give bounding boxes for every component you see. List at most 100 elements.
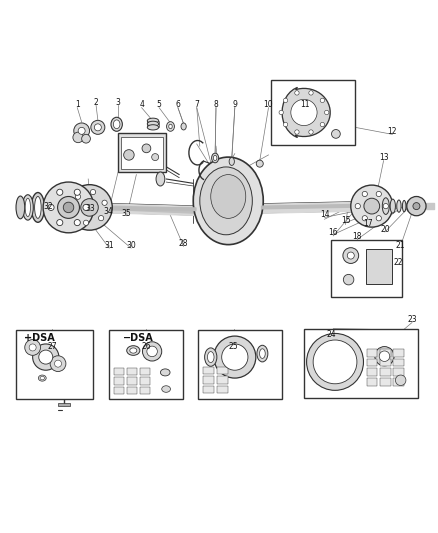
Text: 23: 23 <box>406 316 416 325</box>
Text: 27: 27 <box>47 342 57 351</box>
Ellipse shape <box>207 352 214 362</box>
Circle shape <box>279 110 283 115</box>
Bar <box>392 368 403 376</box>
Ellipse shape <box>111 117 122 131</box>
Circle shape <box>378 351 389 361</box>
Ellipse shape <box>155 172 164 186</box>
Text: 9: 9 <box>232 100 237 109</box>
Circle shape <box>32 344 59 370</box>
Circle shape <box>67 184 112 230</box>
Circle shape <box>331 130 339 138</box>
Text: 16: 16 <box>328 228 337 237</box>
Text: 28: 28 <box>178 239 188 248</box>
Text: 26: 26 <box>141 342 150 351</box>
Text: 21: 21 <box>394 241 404 250</box>
Circle shape <box>124 150 134 160</box>
Text: 8: 8 <box>213 100 218 109</box>
Bar <box>330 240 401 297</box>
Circle shape <box>283 98 287 102</box>
Circle shape <box>350 185 392 227</box>
Text: 7: 7 <box>194 100 199 109</box>
Circle shape <box>294 130 298 134</box>
Bar <box>118 133 166 172</box>
Bar <box>271 80 354 145</box>
Ellipse shape <box>160 369 170 376</box>
Bar <box>366 368 377 376</box>
Circle shape <box>94 124 101 131</box>
Circle shape <box>78 127 85 134</box>
Ellipse shape <box>147 121 158 126</box>
Ellipse shape <box>396 200 400 212</box>
Circle shape <box>25 340 40 356</box>
Text: 6: 6 <box>175 100 180 109</box>
Text: 13: 13 <box>378 154 388 163</box>
Circle shape <box>412 203 419 209</box>
Circle shape <box>319 98 324 102</box>
Bar <box>392 359 403 366</box>
Ellipse shape <box>127 346 140 356</box>
Circle shape <box>363 198 379 214</box>
Bar <box>121 136 162 169</box>
Text: 11: 11 <box>300 100 309 109</box>
Text: 1: 1 <box>75 100 79 109</box>
Bar <box>113 377 124 385</box>
Bar <box>379 359 390 366</box>
Bar <box>127 377 137 385</box>
Bar <box>392 378 403 385</box>
Bar <box>202 376 214 384</box>
Ellipse shape <box>193 157 263 245</box>
Ellipse shape <box>389 199 395 213</box>
Bar <box>366 359 377 366</box>
Circle shape <box>75 194 81 199</box>
Bar <box>366 349 377 357</box>
Bar <box>366 378 377 385</box>
Circle shape <box>57 220 63 225</box>
Circle shape <box>283 123 287 127</box>
Bar <box>113 368 124 375</box>
Circle shape <box>48 204 54 211</box>
Circle shape <box>312 340 356 384</box>
Bar <box>197 329 281 399</box>
Text: 4: 4 <box>139 100 144 109</box>
Circle shape <box>382 204 388 209</box>
Bar <box>216 386 228 393</box>
Bar <box>140 368 150 375</box>
Ellipse shape <box>25 198 30 216</box>
Bar <box>202 386 214 393</box>
Circle shape <box>256 160 263 167</box>
Text: 17: 17 <box>363 219 372 228</box>
Circle shape <box>361 216 367 221</box>
Circle shape <box>213 336 255 378</box>
Bar <box>127 387 137 394</box>
Circle shape <box>73 132 83 143</box>
Circle shape <box>74 123 89 139</box>
Ellipse shape <box>40 376 44 380</box>
Ellipse shape <box>35 197 41 219</box>
Circle shape <box>395 375 405 385</box>
Text: 5: 5 <box>156 100 161 109</box>
Circle shape <box>98 215 103 221</box>
Ellipse shape <box>406 201 410 212</box>
Ellipse shape <box>381 198 389 214</box>
Text: 25: 25 <box>228 342 238 351</box>
Text: 2: 2 <box>93 98 98 107</box>
Circle shape <box>50 356 66 372</box>
Circle shape <box>142 144 150 153</box>
Ellipse shape <box>204 348 216 366</box>
Bar <box>58 402 70 406</box>
Ellipse shape <box>210 175 245 219</box>
Text: 20: 20 <box>379 225 389 234</box>
Circle shape <box>90 189 95 195</box>
Circle shape <box>39 350 53 364</box>
Circle shape <box>308 91 312 95</box>
Circle shape <box>308 130 312 134</box>
Ellipse shape <box>113 120 120 128</box>
Circle shape <box>324 110 328 115</box>
Ellipse shape <box>147 118 158 124</box>
Circle shape <box>375 216 381 221</box>
Circle shape <box>151 154 158 160</box>
Ellipse shape <box>199 167 252 235</box>
Circle shape <box>72 209 77 215</box>
Ellipse shape <box>166 122 174 131</box>
Ellipse shape <box>229 158 234 165</box>
